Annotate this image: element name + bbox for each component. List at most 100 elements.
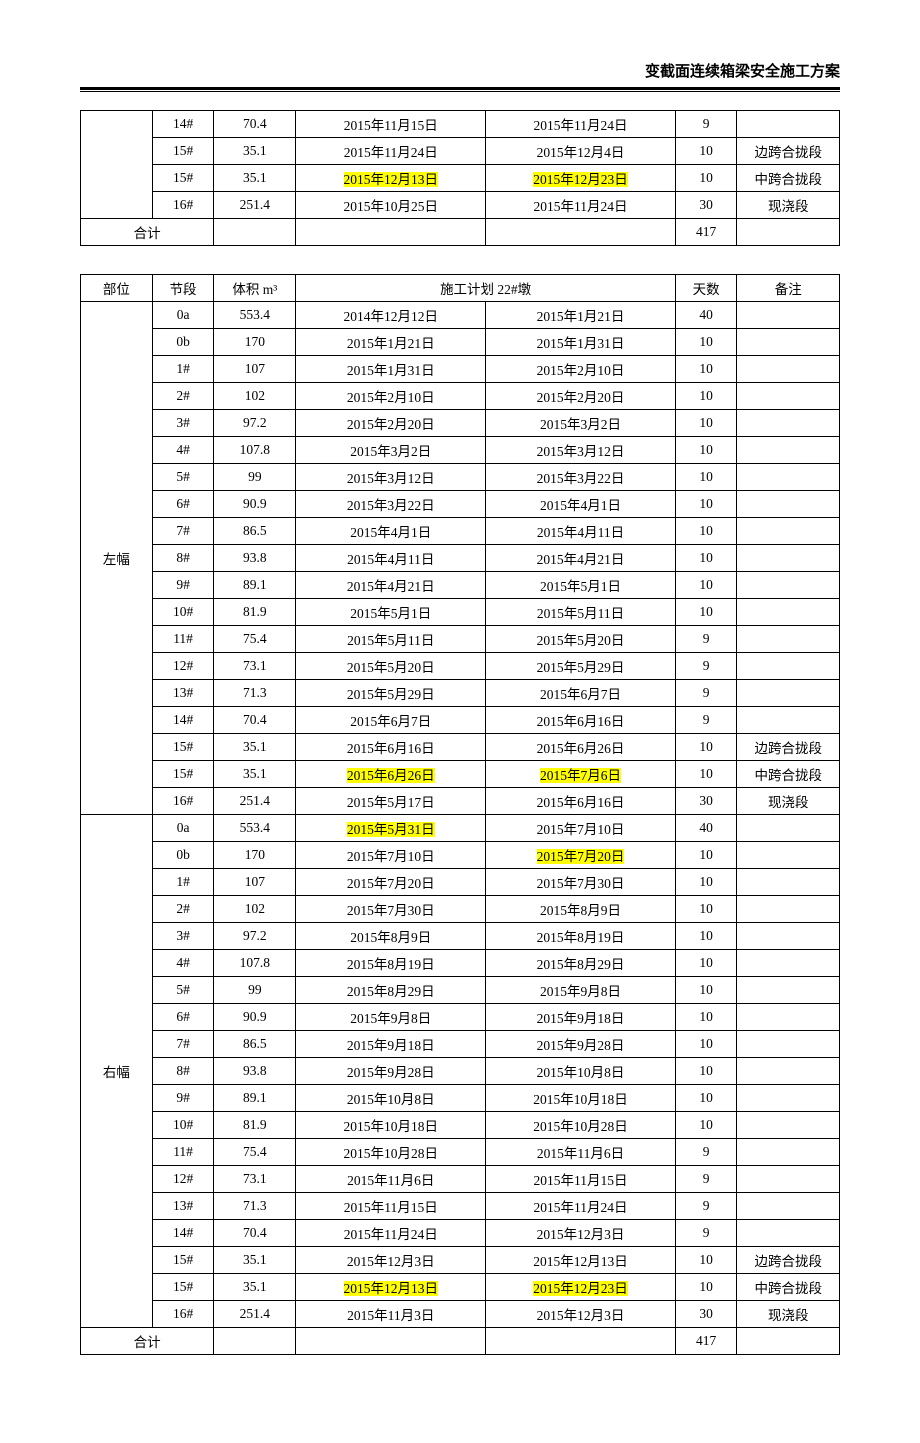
cell-note: 中跨合拢段	[737, 761, 840, 788]
col-header-plan: 施工计划 22#墩	[296, 275, 676, 302]
cell-seg: 14#	[152, 707, 214, 734]
cell-vol: 107	[214, 869, 296, 896]
cell-note	[737, 653, 840, 680]
cell-start-date: 2015年2月10日	[296, 383, 486, 410]
total-label: 合计	[81, 219, 214, 246]
cell-vol: 93.8	[214, 545, 296, 572]
cell-vol: 102	[214, 383, 296, 410]
cell-end-date: 2015年3月2日	[486, 410, 676, 437]
cell-seg: 2#	[152, 383, 214, 410]
cell-days: 10	[675, 1004, 737, 1031]
cell-seg: 1#	[152, 869, 214, 896]
cell-start-date: 2015年10月28日	[296, 1139, 486, 1166]
cell-end-date: 2015年9月28日	[486, 1031, 676, 1058]
table-row: 15#35.12015年11月24日2015年12月4日10边跨合拢段	[81, 138, 840, 165]
cell-end-date: 2015年12月23日	[486, 165, 676, 192]
cell-start-date: 2014年12月12日	[296, 302, 486, 329]
cell-start-date: 2015年12月13日	[296, 1274, 486, 1301]
cell-note	[737, 302, 840, 329]
cell-seg: 4#	[152, 950, 214, 977]
table-row: 1#1072015年7月20日2015年7月30日10	[81, 869, 840, 896]
cell-end-date: 2015年5月11日	[486, 599, 676, 626]
cell-note	[737, 599, 840, 626]
total-row: 合计417	[81, 1328, 840, 1355]
cell-vol: 70.4	[214, 707, 296, 734]
table-row: 3#97.22015年2月20日2015年3月2日10	[81, 410, 840, 437]
cell-note	[737, 1085, 840, 1112]
cell-seg: 15#	[152, 761, 214, 788]
cell-vol: 251.4	[214, 192, 296, 219]
cell-vol: 35.1	[214, 1247, 296, 1274]
cell-seg: 10#	[152, 1112, 214, 1139]
cell-seg: 14#	[152, 1220, 214, 1247]
cell-start-date: 2015年5月31日	[296, 815, 486, 842]
cell-days: 10	[675, 1247, 737, 1274]
cell-note: 中跨合拢段	[737, 1274, 840, 1301]
total-blank	[486, 1328, 676, 1355]
table-row: 14#70.42015年11月15日2015年11月24日9	[81, 111, 840, 138]
cell-end-date: 2015年6月16日	[486, 788, 676, 815]
cell-end-date: 2015年4月21日	[486, 545, 676, 572]
cell-days: 30	[675, 192, 737, 219]
cell-end-date: 2015年9月8日	[486, 977, 676, 1004]
cell-end-date: 2015年1月31日	[486, 329, 676, 356]
cell-vol: 90.9	[214, 491, 296, 518]
cell-seg: 11#	[152, 1139, 214, 1166]
cell-seg: 12#	[152, 1166, 214, 1193]
cell-note	[737, 545, 840, 572]
page-header: 变截面连续箱梁安全施工方案	[80, 60, 840, 85]
cell-note	[737, 896, 840, 923]
cell-vol: 75.4	[214, 1139, 296, 1166]
cell-end-date: 2015年11月15日	[486, 1166, 676, 1193]
cell-days: 10	[675, 1274, 737, 1301]
table-header-row: 部位 节段 体积 m³ 施工计划 22#墩 天数 备注	[81, 275, 840, 302]
cell-end-date: 2015年3月12日	[486, 437, 676, 464]
cell-start-date: 2015年11月24日	[296, 138, 486, 165]
cell-start-date: 2015年11月24日	[296, 1220, 486, 1247]
header-rule-thin	[80, 91, 840, 92]
cell-days: 30	[675, 788, 737, 815]
cell-vol: 170	[214, 329, 296, 356]
table-row: 0b1702015年7月10日2015年7月20日10	[81, 842, 840, 869]
cell-days: 10	[675, 923, 737, 950]
total-blank	[296, 1328, 486, 1355]
cell-start-date: 2015年8月9日	[296, 923, 486, 950]
cell-seg: 1#	[152, 356, 214, 383]
cell-end-date: 2015年4月11日	[486, 518, 676, 545]
col-header-seg: 节段	[152, 275, 214, 302]
cell-start-date: 2015年7月10日	[296, 842, 486, 869]
cell-days: 10	[675, 464, 737, 491]
cell-days: 10	[675, 138, 737, 165]
cell-days: 10	[675, 950, 737, 977]
cell-seg: 3#	[152, 410, 214, 437]
cell-end-date: 2015年8月9日	[486, 896, 676, 923]
cell-days: 30	[675, 1301, 737, 1328]
cell-days: 10	[675, 383, 737, 410]
cell-vol: 70.4	[214, 111, 296, 138]
cell-note	[737, 1058, 840, 1085]
cell-seg: 0a	[152, 302, 214, 329]
cell-end-date: 2015年9月18日	[486, 1004, 676, 1031]
cell-days: 10	[675, 572, 737, 599]
cell-note	[737, 329, 840, 356]
cell-end-date: 2015年12月23日	[486, 1274, 676, 1301]
cell-vol: 35.1	[214, 138, 296, 165]
cell-days: 10	[675, 518, 737, 545]
cell-end-date: 2015年12月13日	[486, 1247, 676, 1274]
total-label: 合计	[81, 1328, 214, 1355]
cell-seg: 8#	[152, 545, 214, 572]
cell-start-date: 2015年6月7日	[296, 707, 486, 734]
cell-vol: 93.8	[214, 1058, 296, 1085]
cell-days: 10	[675, 869, 737, 896]
cell-end-date: 2015年12月3日	[486, 1301, 676, 1328]
cell-seg: 15#	[152, 1274, 214, 1301]
schedule-table-22: 部位 节段 体积 m³ 施工计划 22#墩 天数 备注 左幅0a553.4201…	[80, 274, 840, 1355]
table-row: 2#1022015年2月10日2015年2月20日10	[81, 383, 840, 410]
cell-end-date: 2015年7月6日	[486, 761, 676, 788]
cell-note	[737, 923, 840, 950]
total-days: 417	[675, 219, 737, 246]
cell-vol: 102	[214, 896, 296, 923]
cell-vol: 73.1	[214, 653, 296, 680]
table-row: 左幅0a553.42014年12月12日2015年1月21日40	[81, 302, 840, 329]
cell-note: 边跨合拢段	[737, 734, 840, 761]
